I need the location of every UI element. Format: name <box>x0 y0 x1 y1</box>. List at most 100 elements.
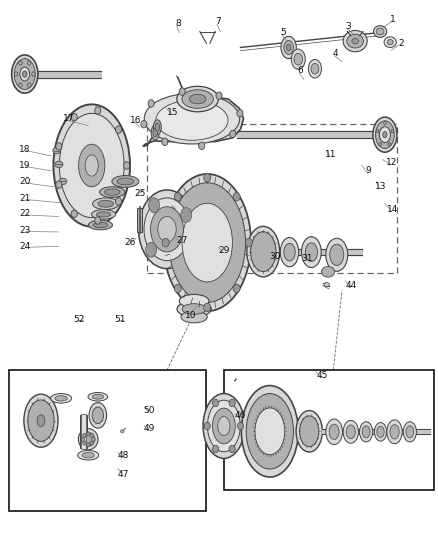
Text: 4: 4 <box>332 50 338 58</box>
Ellipse shape <box>50 393 71 403</box>
Text: 30: 30 <box>269 253 281 261</box>
Ellipse shape <box>375 28 383 35</box>
Text: 27: 27 <box>176 237 187 246</box>
Text: 19: 19 <box>19 161 31 170</box>
Circle shape <box>90 433 93 438</box>
Circle shape <box>383 122 385 125</box>
Ellipse shape <box>55 395 67 401</box>
Circle shape <box>237 422 243 430</box>
Text: 2: 2 <box>397 39 403 48</box>
Ellipse shape <box>59 114 124 217</box>
Circle shape <box>56 181 62 188</box>
Circle shape <box>81 437 85 441</box>
Ellipse shape <box>98 200 113 207</box>
Ellipse shape <box>96 212 110 217</box>
Ellipse shape <box>92 407 103 424</box>
Ellipse shape <box>389 425 398 439</box>
Ellipse shape <box>37 415 45 426</box>
Ellipse shape <box>112 175 139 187</box>
Ellipse shape <box>286 44 290 51</box>
Text: 46: 46 <box>234 411 246 420</box>
Ellipse shape <box>343 30 366 52</box>
Ellipse shape <box>405 426 413 438</box>
Circle shape <box>245 238 252 247</box>
Ellipse shape <box>88 392 107 401</box>
Ellipse shape <box>104 189 120 195</box>
Ellipse shape <box>155 123 159 132</box>
Circle shape <box>387 143 390 146</box>
Circle shape <box>32 72 35 76</box>
Ellipse shape <box>22 71 27 77</box>
Circle shape <box>229 130 235 138</box>
Ellipse shape <box>78 450 99 460</box>
Text: 13: 13 <box>374 182 385 191</box>
Ellipse shape <box>180 207 191 222</box>
Text: 23: 23 <box>19 226 30 235</box>
Bar <box>137 208 141 232</box>
Ellipse shape <box>92 394 103 399</box>
Ellipse shape <box>346 425 355 439</box>
Circle shape <box>198 142 204 150</box>
Circle shape <box>212 445 218 453</box>
Circle shape <box>237 109 243 117</box>
Ellipse shape <box>163 174 251 311</box>
Ellipse shape <box>150 207 183 252</box>
Text: 50: 50 <box>143 406 155 415</box>
Ellipse shape <box>155 100 227 140</box>
Ellipse shape <box>246 227 279 277</box>
Ellipse shape <box>138 190 195 269</box>
Ellipse shape <box>343 421 357 443</box>
Ellipse shape <box>359 422 372 442</box>
Ellipse shape <box>203 393 244 458</box>
Ellipse shape <box>328 424 339 440</box>
Circle shape <box>18 61 22 65</box>
Ellipse shape <box>280 36 296 59</box>
Ellipse shape <box>361 426 369 438</box>
Ellipse shape <box>145 243 156 257</box>
Ellipse shape <box>386 420 401 444</box>
Ellipse shape <box>325 419 342 445</box>
Ellipse shape <box>307 60 321 78</box>
Ellipse shape <box>374 423 386 441</box>
Ellipse shape <box>295 410 321 452</box>
Text: 14: 14 <box>386 205 397 214</box>
Ellipse shape <box>293 53 302 65</box>
Ellipse shape <box>81 432 95 446</box>
Circle shape <box>215 92 222 99</box>
Text: 15: 15 <box>166 108 178 117</box>
Ellipse shape <box>304 243 317 262</box>
Circle shape <box>204 422 210 430</box>
Bar <box>80 415 87 448</box>
Text: 6: 6 <box>297 67 303 75</box>
Ellipse shape <box>157 216 176 242</box>
Circle shape <box>83 441 86 445</box>
Ellipse shape <box>283 41 293 54</box>
Ellipse shape <box>321 266 334 277</box>
Ellipse shape <box>351 38 357 44</box>
Ellipse shape <box>182 304 206 314</box>
Ellipse shape <box>246 393 293 469</box>
Text: 17: 17 <box>63 114 74 123</box>
Ellipse shape <box>144 93 239 144</box>
Text: 12: 12 <box>385 158 396 167</box>
Ellipse shape <box>283 244 294 261</box>
Text: 26: 26 <box>124 238 136 247</box>
Ellipse shape <box>120 430 124 433</box>
Polygon shape <box>143 96 243 147</box>
Circle shape <box>27 83 31 87</box>
Text: 29: 29 <box>218 246 229 255</box>
Ellipse shape <box>325 238 347 271</box>
Circle shape <box>203 303 210 312</box>
Text: 9: 9 <box>364 166 370 175</box>
Ellipse shape <box>301 237 321 268</box>
Circle shape <box>92 437 95 441</box>
Ellipse shape <box>20 67 29 81</box>
Circle shape <box>229 445 235 453</box>
Ellipse shape <box>153 120 161 135</box>
Ellipse shape <box>372 117 396 152</box>
Ellipse shape <box>78 144 105 187</box>
Circle shape <box>27 61 31 65</box>
Circle shape <box>179 88 185 95</box>
Text: 22: 22 <box>19 209 30 218</box>
Text: 8: 8 <box>175 19 180 28</box>
